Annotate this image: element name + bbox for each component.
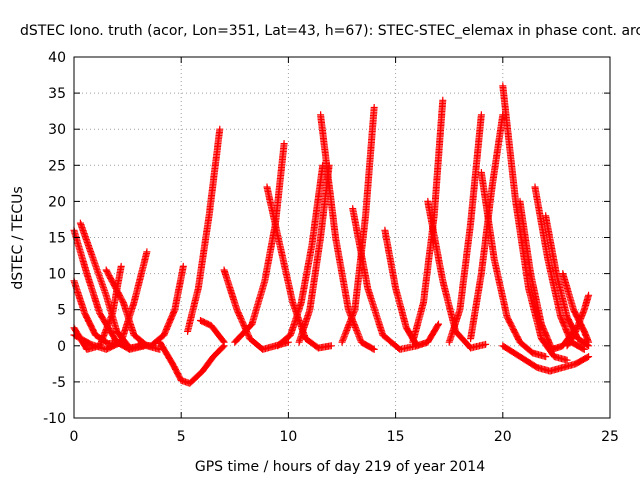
- series-markers: [499, 82, 571, 364]
- y-tick-label: 15: [48, 231, 66, 247]
- x-tick-label: 15: [387, 429, 405, 445]
- series-8: [184, 125, 224, 335]
- x-tick-label: 0: [70, 429, 79, 445]
- x-axis-label: GPS time / hours of day 219 of year 2014: [195, 459, 485, 475]
- series-30: [563, 291, 593, 350]
- y-tick-label: 25: [48, 158, 66, 174]
- series-markers: [317, 111, 378, 353]
- series-11: [231, 140, 288, 346]
- x-tick-label: 20: [494, 429, 512, 445]
- series-markers: [516, 197, 578, 353]
- series-markers: [445, 111, 485, 346]
- x-tick-label: 25: [601, 429, 619, 445]
- series-23: [477, 169, 550, 361]
- series-21: [445, 111, 485, 346]
- y-tick-label: 0: [57, 339, 66, 355]
- series-markers: [338, 104, 378, 346]
- series-19: [409, 96, 447, 346]
- series-markers: [197, 317, 228, 346]
- series-6: [134, 262, 187, 350]
- series-15: [317, 111, 378, 353]
- y-tick-label: -10: [43, 411, 66, 427]
- x-tick-label: 10: [279, 429, 297, 445]
- series-markers: [134, 262, 187, 350]
- series-markers: [184, 125, 224, 335]
- series-28: [542, 212, 593, 350]
- axis-ticks: 0 5 10 15 20 25 -10 -5 0 5 10 15 20 25 30 35 40: [43, 50, 619, 445]
- y-axis-label: dSTEC / TECUs: [10, 186, 26, 289]
- series-markers: [381, 226, 442, 350]
- chart-title: dSTEC Iono. truth (acor, Lon=351, Lat=43…: [20, 23, 640, 39]
- series-markers: [295, 161, 333, 346]
- y-tick-label: 35: [48, 86, 66, 102]
- series-markers: [563, 291, 593, 350]
- x-tick-label: 5: [177, 429, 186, 445]
- y-tick-label: 5: [57, 303, 66, 319]
- y-tick-label: 30: [48, 122, 66, 138]
- series-27: [499, 342, 593, 375]
- y-tick-label: 10: [48, 267, 66, 283]
- series-markers: [156, 338, 228, 387]
- series-25: [516, 197, 578, 353]
- series-markers: [499, 342, 593, 375]
- series-markers: [349, 205, 421, 353]
- series-markers: [231, 140, 288, 346]
- data-series: [70, 82, 593, 387]
- y-tick-label: -5: [52, 375, 66, 391]
- series-markers: [409, 96, 447, 346]
- series-12: [263, 183, 335, 352]
- series-17: [349, 205, 421, 353]
- series-24: [499, 82, 571, 364]
- series-13: [274, 161, 327, 350]
- series-markers: [542, 212, 593, 350]
- series-9: [197, 317, 228, 346]
- series-14: [295, 161, 333, 346]
- series-markers: [274, 161, 327, 350]
- series-16: [338, 104, 378, 346]
- series-18: [381, 226, 442, 350]
- series-markers: [263, 183, 335, 352]
- y-tick-label: 40: [48, 50, 66, 66]
- series-7: [156, 338, 228, 387]
- y-tick-label: 20: [48, 194, 66, 210]
- series-markers: [477, 169, 550, 361]
